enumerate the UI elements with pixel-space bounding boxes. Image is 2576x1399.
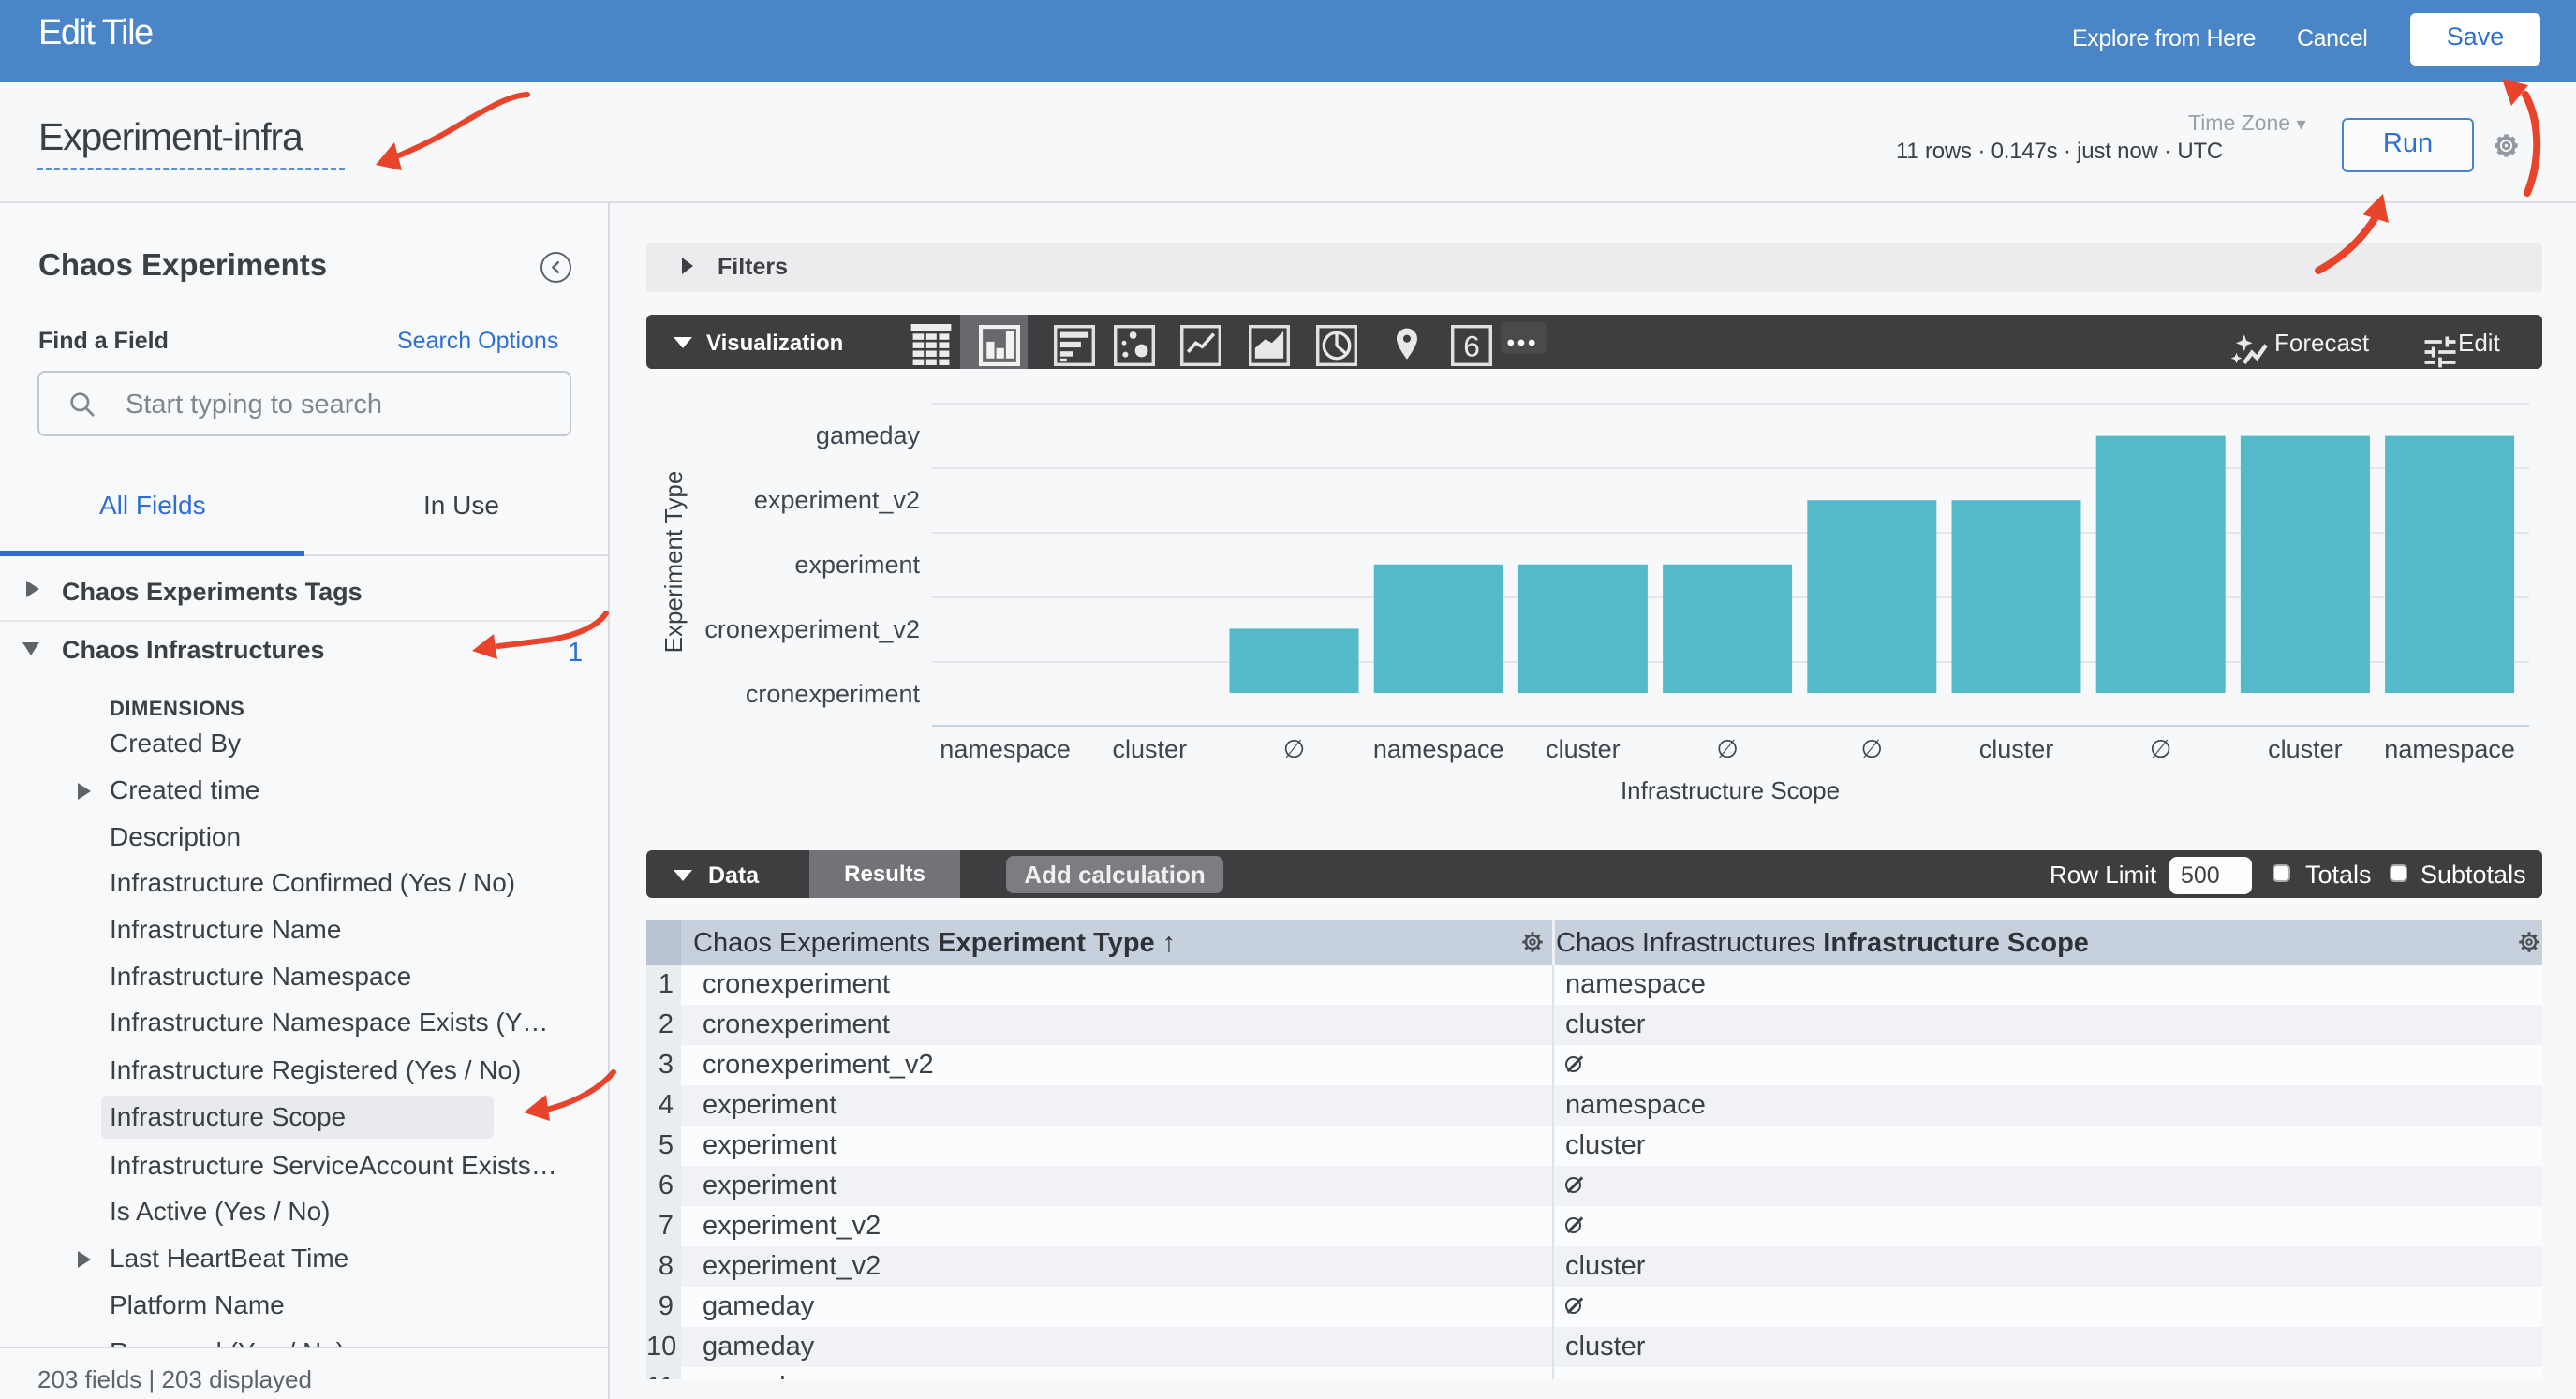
svg-text:Infrastructure Scope: Infrastructure Scope <box>1621 776 1840 804</box>
svg-text:cluster: cluster <box>1113 735 1188 763</box>
svg-text:∅: ∅ <box>2150 735 2172 763</box>
svg-text:cronexperiment: cronexperiment <box>746 680 921 708</box>
svg-text:namespace: namespace <box>1373 735 1504 763</box>
svg-text:cluster: cluster <box>1979 735 2054 763</box>
svg-text:6: 6 <box>1463 330 1480 363</box>
svg-text:gameday: gameday <box>816 421 921 449</box>
svg-text:cluster: cluster <box>2268 735 2343 763</box>
svg-text:cluster: cluster <box>1546 735 1621 763</box>
svg-text:∅: ∅ <box>1861 735 1884 763</box>
svg-text:cronexperiment_v2: cronexperiment_v2 <box>704 615 920 643</box>
svg-text:namespace: namespace <box>2384 735 2515 763</box>
svg-text:∅: ∅ <box>1283 735 1306 763</box>
svg-text:experiment: experiment <box>794 551 920 579</box>
svg-text:Experiment Type: Experiment Type <box>659 471 688 654</box>
svg-text:∅: ∅ <box>1716 735 1739 763</box>
svg-text:namespace: namespace <box>940 735 1071 763</box>
svg-text:experiment_v2: experiment_v2 <box>754 486 920 514</box>
